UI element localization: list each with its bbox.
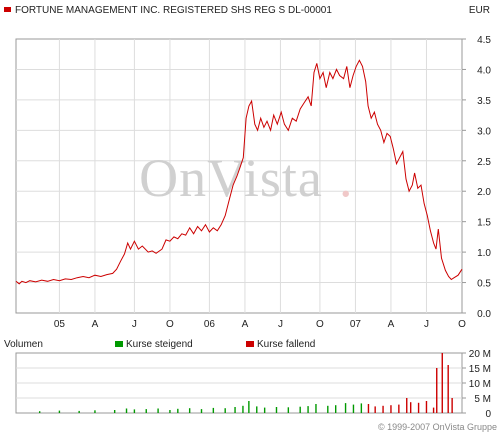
volume-bar [58, 410, 61, 413]
watermark-dot: . [339, 148, 353, 208]
volume-bar [224, 408, 226, 413]
price-ytick-label: 1.5 [477, 218, 491, 229]
volume-bar [447, 365, 449, 413]
price-ytick-label: 2.0 [477, 187, 491, 198]
volume-bar [327, 405, 329, 413]
volume-bar [451, 398, 453, 413]
volume-bar [382, 405, 384, 413]
price-ytick-label: 3.0 [477, 126, 491, 137]
legend-swatch-up [115, 341, 123, 347]
volume-bar [367, 404, 370, 413]
volume-bar [352, 404, 355, 413]
volume-bar [344, 403, 347, 413]
legend-label-down: Kurse fallend [257, 339, 315, 350]
volume-bar [242, 405, 244, 413]
volume-ytick-label: 5 M [474, 394, 491, 405]
volume-bar [38, 411, 41, 413]
price-xtick-label: O [458, 319, 466, 330]
volume-bar [248, 401, 250, 413]
price-line [15, 59, 463, 285]
legend-swatch-down [246, 341, 254, 347]
volume-panel: Volumen Kurse steigend Kurse fallend 0 5 M 10… [4, 339, 491, 420]
volume-title: Volumen [4, 339, 43, 350]
price-xtick-label: A [242, 319, 249, 330]
volume-ytick-label: 10 M [469, 379, 491, 390]
price-xtick-label: J [132, 319, 137, 330]
volume-bar [200, 409, 203, 413]
price-xtick-label: 05 [54, 319, 66, 330]
chart-title: FORTUNE MANAGEMENT INC. REGISTERED SHS R… [15, 5, 332, 16]
volume-bar [417, 402, 420, 413]
volume-bar [275, 407, 278, 413]
volume-bar [212, 407, 215, 413]
volume-bar [425, 401, 428, 413]
price-xtick-label: O [316, 319, 324, 330]
price-ytick-label: 1.0 [477, 248, 491, 259]
volume-bar [133, 409, 136, 413]
volume-bar [432, 407, 435, 413]
price-ytick-label: 0.0 [477, 309, 491, 320]
price-ytick-label: 3.5 [477, 96, 491, 107]
legend-swatch-price [4, 7, 11, 12]
volume-bar [307, 406, 309, 413]
price-ytick-label: 4.0 [477, 65, 491, 76]
volume-bar [169, 410, 171, 413]
volume-ytick-label: 20 M [469, 349, 491, 360]
volume-bar [287, 407, 290, 413]
volume-bar [315, 404, 317, 413]
volume-bar [436, 368, 438, 413]
copyright-text: © 1999-2007 OnVista Gruppe [378, 422, 497, 432]
price-xtick-label: J [278, 319, 283, 330]
currency-label: EUR [469, 5, 490, 16]
volume-bar [125, 408, 128, 413]
price-xtick-label: O [166, 319, 174, 330]
volume-bar [360, 403, 363, 413]
volume-bar [94, 410, 96, 413]
volume-bar [409, 402, 412, 413]
volume-bar [441, 353, 443, 413]
volume-bar [256, 406, 258, 413]
price-xtick-label: 07 [350, 319, 362, 330]
volume-ytick-label: 15 M [469, 364, 491, 375]
volume-bar [78, 410, 80, 413]
volume-bar [334, 405, 337, 413]
watermark-text: OnVista [139, 148, 323, 208]
legend-label-up: Kurse steigend [126, 339, 193, 350]
volume-bar [157, 408, 159, 413]
price-ytick-label: 2.5 [477, 157, 491, 168]
volume-bar [299, 406, 301, 413]
volume-bar [234, 407, 236, 413]
volume-bar [113, 410, 116, 413]
price-ytick-label: 4.5 [477, 35, 491, 46]
price-panel: FORTUNE MANAGEMENT INC. REGISTERED SHS R… [4, 5, 491, 330]
volume-bar [145, 409, 147, 413]
price-xtick-label: A [92, 319, 99, 330]
price-plot-area [15, 38, 463, 314]
price-ytick-label: 0.5 [477, 279, 491, 290]
volume-bar [263, 407, 266, 413]
volume-bar [374, 406, 376, 413]
volume-bar [406, 398, 408, 413]
price-xtick-label: 06 [204, 319, 216, 330]
volume-bar [390, 405, 392, 413]
volume-bar [177, 408, 179, 413]
price-xtick-label: A [388, 319, 395, 330]
volume-bar [398, 404, 400, 413]
volume-bar [188, 408, 191, 413]
price-xtick-label: J [424, 319, 429, 330]
volume-ytick-label: 0 [485, 409, 491, 420]
